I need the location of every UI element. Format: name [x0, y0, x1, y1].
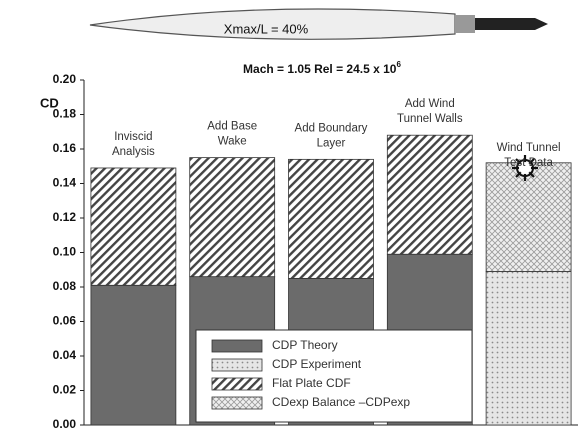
bar-group — [386, 134, 473, 255]
legend-swatch — [211, 377, 263, 391]
y-tick-label: 0.04 — [53, 348, 77, 362]
y-tick-label: 0.20 — [53, 72, 77, 86]
bar-group — [485, 162, 572, 272]
star-icon — [512, 155, 538, 181]
category-label: Test Data — [504, 157, 553, 169]
bar-segment — [485, 271, 572, 426]
y-tick-label: 0.16 — [53, 141, 77, 155]
bar-segment — [386, 134, 473, 255]
legend-label: CDexp Balance –CDPexp — [272, 395, 410, 409]
category-label: Add Base — [207, 121, 257, 133]
legend-label: CDP Theory — [272, 338, 338, 352]
category-label: Wake — [218, 136, 247, 148]
category-label: Add Wind — [405, 98, 455, 110]
bar-group — [189, 157, 276, 278]
bar-segment — [189, 157, 276, 278]
title-text: Mach = 1.05 Rel = 24.5 x 10 — [243, 62, 397, 76]
bar-group — [485, 271, 572, 426]
airfoil — [89, 8, 548, 40]
category-label: Analysis — [112, 146, 155, 158]
chart-title: Mach = 1.05 Rel = 24.5 x 106 — [243, 60, 401, 76]
y-axis-label: CD — [40, 95, 59, 110]
category-label: Inviscid — [114, 131, 152, 143]
legend-label: Flat Plate CDF — [272, 376, 351, 390]
y-tick-label: 0.06 — [53, 314, 77, 328]
bar-segment — [90, 284, 177, 426]
y-tick-label: 0.08 — [53, 279, 77, 293]
bar-segment — [288, 158, 374, 279]
category-label: Tunnel Walls — [397, 113, 463, 125]
legend-label: CDP Experiment — [272, 357, 362, 371]
legend-swatch — [211, 339, 263, 353]
y-tick-label: 0.00 — [53, 417, 77, 430]
y-tick-label: 0.12 — [53, 210, 77, 224]
category-label: Wind Tunnel — [497, 142, 561, 154]
y-tick-label: 0.10 — [53, 245, 77, 259]
bar-segment — [485, 162, 572, 272]
legend-swatch — [211, 358, 263, 372]
title-exponent: 6 — [396, 60, 401, 69]
y-tick-label: 0.18 — [53, 107, 77, 121]
y-tick-label: 0.14 — [53, 176, 77, 190]
bar-segment — [90, 167, 177, 286]
category-label: Layer — [317, 137, 346, 149]
y-tick-label: 0.02 — [53, 383, 77, 397]
bar-group — [288, 158, 374, 279]
category-label: Add Boundary — [295, 122, 368, 134]
bar-group — [90, 284, 177, 426]
bar-group — [90, 167, 177, 286]
annotation: Xmax/L = 40% — [224, 21, 309, 36]
legend-swatch — [211, 396, 263, 410]
